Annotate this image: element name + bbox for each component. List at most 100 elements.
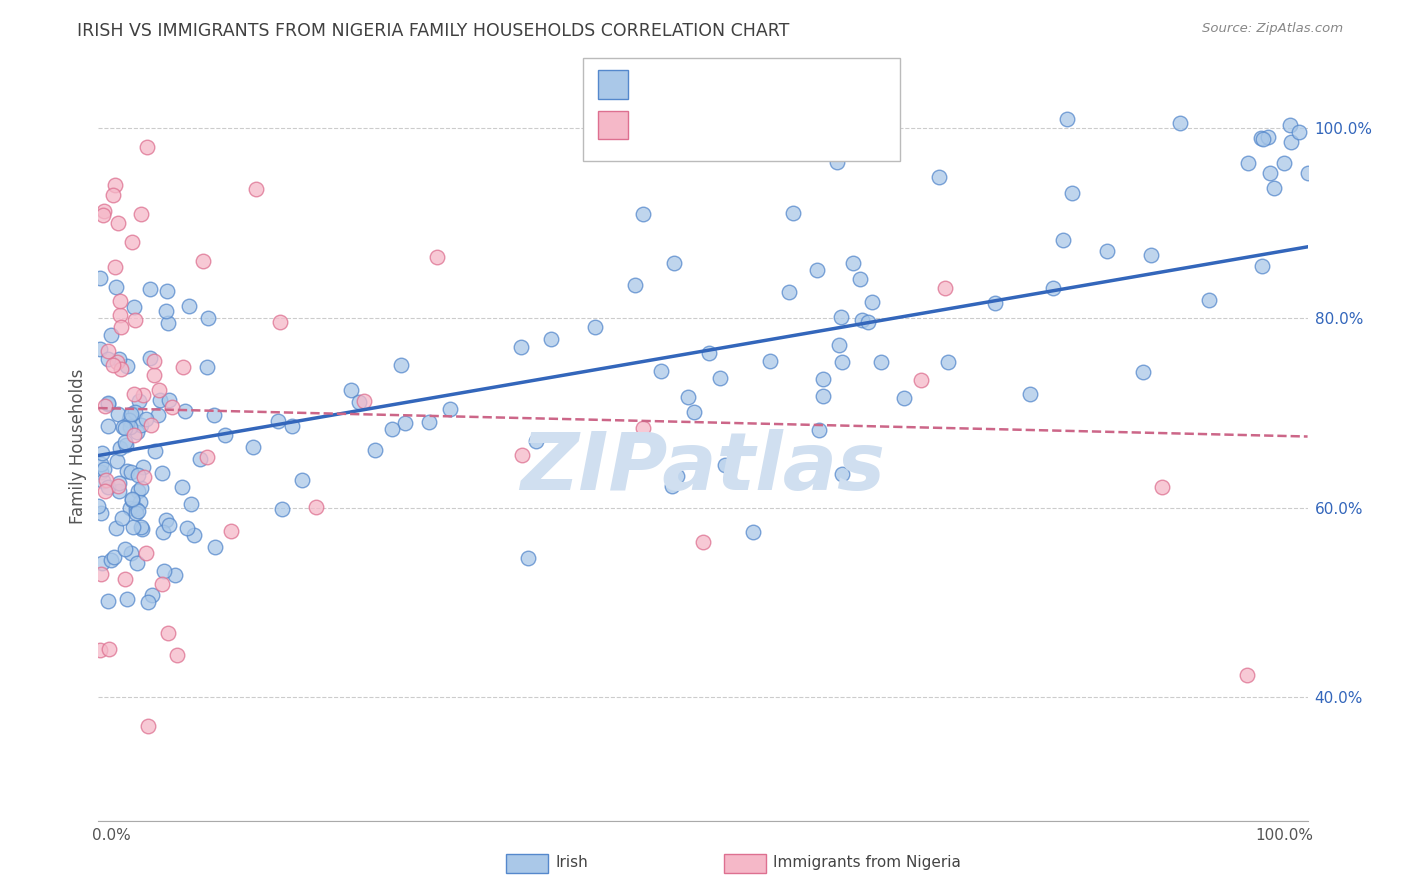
- Point: [831, 355, 853, 369]
- Point: [439, 401, 461, 416]
- Point: [107, 478, 129, 492]
- Point: [183, 527, 205, 541]
- Point: [1250, 131, 1272, 145]
- Point: [135, 140, 157, 154]
- Text: 0.476: 0.476: [679, 76, 727, 90]
- Point: [1095, 244, 1118, 258]
- Point: [1257, 130, 1279, 145]
- Point: [426, 251, 449, 265]
- Point: [136, 719, 159, 733]
- Point: [122, 386, 145, 401]
- Point: [97, 397, 120, 411]
- Point: [197, 311, 219, 326]
- Text: R =: R =: [636, 76, 669, 90]
- Point: [1236, 668, 1258, 682]
- Point: [156, 284, 179, 298]
- Point: [1056, 112, 1078, 126]
- Point: [1019, 387, 1042, 401]
- Point: [860, 295, 883, 310]
- Point: [281, 419, 304, 434]
- Point: [188, 451, 211, 466]
- Point: [90, 567, 112, 582]
- Point: [1198, 293, 1220, 308]
- Point: [191, 254, 214, 268]
- Point: [110, 293, 132, 308]
- Point: [825, 154, 848, 169]
- Point: [100, 327, 122, 342]
- Point: [583, 320, 606, 334]
- Point: [101, 359, 124, 373]
- Point: [105, 354, 128, 368]
- Point: [418, 415, 440, 429]
- Point: [101, 187, 124, 202]
- Point: [127, 503, 149, 517]
- Point: [114, 542, 136, 557]
- Point: [1052, 233, 1074, 247]
- Point: [170, 480, 193, 494]
- Text: IRISH VS IMMIGRANTS FROM NIGERIA FAMILY HOUSEHOLDS CORRELATION CHART: IRISH VS IMMIGRANTS FROM NIGERIA FAMILY …: [77, 22, 790, 40]
- Point: [1168, 116, 1191, 130]
- Point: [928, 169, 950, 184]
- Point: [156, 625, 179, 640]
- Point: [148, 408, 170, 422]
- Point: [121, 520, 143, 534]
- Point: [1250, 259, 1272, 273]
- Point: [683, 405, 706, 419]
- Point: [517, 551, 540, 566]
- Point: [830, 310, 852, 325]
- Point: [93, 475, 115, 489]
- Point: [118, 420, 141, 434]
- Point: [134, 470, 156, 484]
- Text: N =: N =: [741, 76, 775, 90]
- Point: [91, 556, 114, 570]
- Point: [107, 216, 129, 230]
- Point: [124, 502, 146, 516]
- Point: [524, 434, 547, 448]
- Point: [117, 464, 139, 478]
- Point: [118, 501, 141, 516]
- Point: [139, 418, 162, 433]
- Point: [984, 296, 1007, 310]
- Point: [270, 502, 292, 516]
- Point: [149, 392, 172, 407]
- Point: [661, 479, 683, 493]
- Point: [90, 446, 112, 460]
- Point: [141, 588, 163, 602]
- Point: [114, 435, 136, 450]
- Point: [129, 417, 152, 432]
- Text: R =: R =: [636, 116, 669, 130]
- Point: [742, 525, 765, 540]
- Point: [143, 443, 166, 458]
- Point: [1296, 166, 1319, 180]
- Point: [87, 499, 110, 513]
- Point: [120, 407, 142, 421]
- Point: [242, 441, 264, 455]
- Point: [152, 565, 174, 579]
- Point: [782, 206, 804, 220]
- Y-axis label: Family Households: Family Households: [69, 368, 87, 524]
- Point: [108, 484, 131, 499]
- Point: [381, 422, 404, 436]
- Point: [202, 409, 225, 423]
- Point: [91, 208, 114, 222]
- Text: N =: N =: [741, 116, 775, 130]
- Point: [364, 443, 387, 458]
- Text: -0.015: -0.015: [679, 116, 734, 130]
- Point: [828, 338, 851, 352]
- Point: [1288, 125, 1310, 139]
- Point: [150, 576, 173, 591]
- Point: [831, 467, 853, 481]
- Point: [172, 359, 194, 374]
- Point: [623, 277, 645, 292]
- Point: [1263, 181, 1285, 195]
- Point: [155, 513, 177, 527]
- Point: [650, 364, 672, 378]
- Point: [173, 403, 195, 417]
- Point: [97, 480, 120, 494]
- Point: [90, 457, 112, 471]
- Point: [714, 458, 737, 473]
- Point: [121, 235, 143, 249]
- Point: [510, 448, 533, 462]
- Point: [176, 521, 198, 535]
- Point: [936, 355, 959, 369]
